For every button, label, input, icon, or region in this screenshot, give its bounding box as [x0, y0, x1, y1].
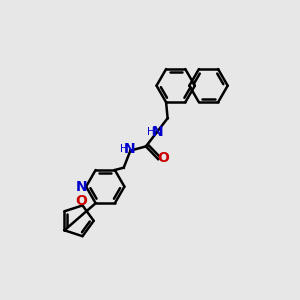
Text: H: H: [120, 144, 128, 154]
Text: N: N: [124, 142, 136, 156]
Text: N: N: [152, 125, 164, 139]
Text: O: O: [75, 194, 87, 208]
Text: H: H: [147, 127, 155, 137]
Text: N: N: [76, 180, 87, 194]
Text: O: O: [157, 151, 169, 165]
